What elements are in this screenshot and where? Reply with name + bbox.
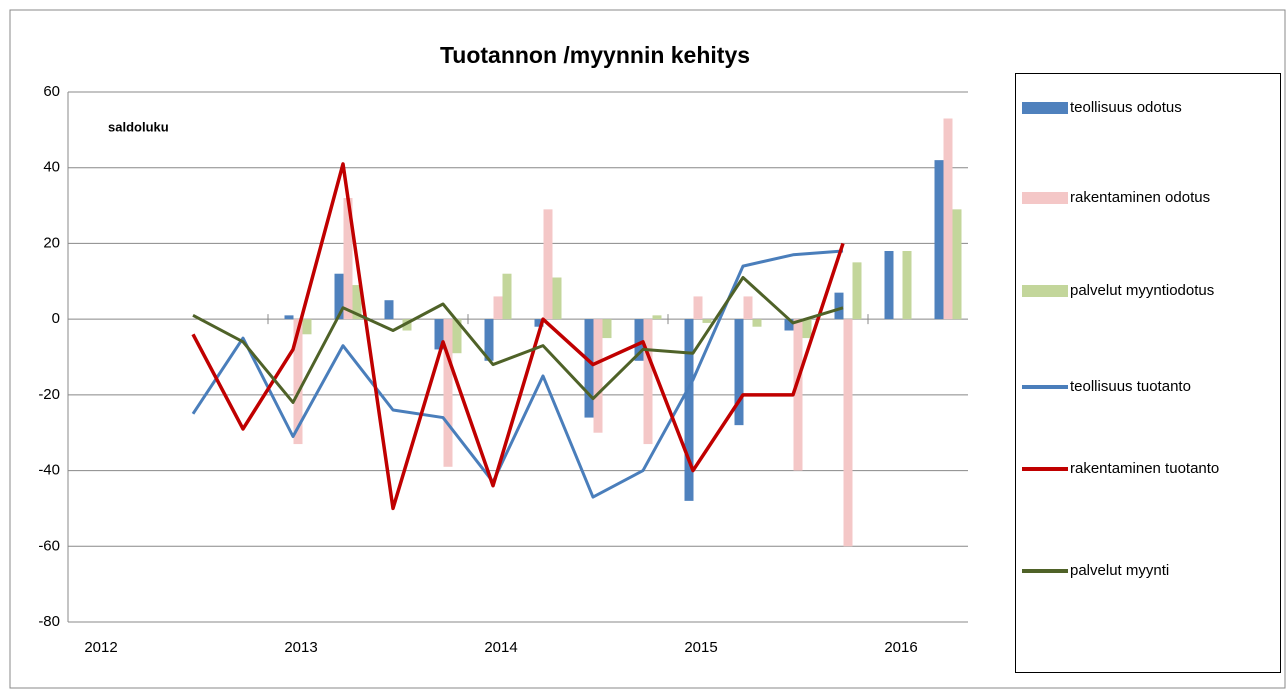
bar (584, 319, 594, 418)
bar (384, 300, 394, 320)
bar (593, 319, 603, 433)
legend-swatch (1022, 381, 1068, 393)
legend-entry: teollisuus odotus (1022, 98, 1275, 118)
bar (693, 296, 703, 320)
bar (943, 118, 953, 320)
chart-border (9, 9, 1286, 689)
y-tick-label: 0 (52, 310, 60, 327)
y-tick-label: -20 (38, 386, 60, 403)
bar (752, 319, 762, 327)
legend-entry: palvelut myyntiodotus (1022, 281, 1275, 301)
bar (284, 315, 294, 320)
bar (543, 209, 553, 320)
bar (702, 319, 712, 323)
bar (784, 319, 794, 331)
bar (643, 319, 653, 445)
legend-swatch (1022, 102, 1068, 114)
x-tick-label: 2014 (484, 639, 517, 656)
bar (534, 319, 544, 327)
bar (743, 296, 753, 320)
bar (343, 198, 353, 320)
legend-swatch (1022, 285, 1068, 297)
legend-entry: palvelut myynti (1022, 561, 1275, 581)
bar (902, 251, 912, 320)
y-tick-label: 60 (43, 83, 60, 100)
bar (352, 285, 362, 320)
bar (843, 319, 853, 547)
annotation: saldoluku (108, 119, 169, 134)
bar (602, 319, 612, 339)
line (192, 276, 844, 404)
bar (952, 209, 962, 320)
bar (934, 160, 944, 320)
line (191, 249, 844, 499)
legend-entry: rakentaminen odotus (1022, 188, 1275, 208)
legend-swatch (1022, 565, 1068, 577)
bar (402, 319, 412, 331)
bar (434, 319, 444, 350)
line (191, 162, 845, 511)
bar (734, 319, 744, 426)
legend-entry: teollisuus tuotanto (1022, 377, 1275, 397)
legend-swatch (1022, 192, 1068, 204)
y-tick-label: 20 (43, 234, 60, 251)
legend-label: rakentaminen tuotanto (1070, 460, 1220, 477)
legend-label: palvelut myynti (1070, 562, 1170, 579)
bar (334, 273, 344, 320)
legend-swatch (1022, 463, 1068, 475)
legend-label: palvelut myyntiodotus (1070, 282, 1215, 299)
bar (452, 319, 462, 354)
bar (634, 319, 644, 361)
bar (852, 262, 862, 320)
bar (443, 319, 453, 467)
bar (493, 296, 503, 320)
legend-label: rakentaminen odotus (1070, 189, 1211, 206)
legend: teollisuus odotus rakentaminen odotus palv… (1015, 73, 1281, 673)
bar (793, 319, 803, 471)
legend-label: teollisuus tuotanto (1070, 378, 1191, 395)
bar (302, 319, 312, 335)
y-tick-label: -40 (38, 462, 60, 479)
x-tick-label: 2015 (684, 639, 717, 656)
x-tick-label: 2013 (284, 639, 317, 656)
y-tick-label: -80 (38, 613, 60, 630)
bar (652, 315, 662, 320)
legend-label: teollisuus odotus (1070, 99, 1182, 116)
y-tick-label: -60 (38, 537, 60, 554)
chart-title: Tuotannon /myynnin kehitys (440, 42, 750, 68)
bar (484, 319, 494, 361)
bar (502, 273, 512, 320)
x-tick-label: 2016 (884, 639, 917, 656)
bar (552, 277, 562, 320)
bar (802, 319, 812, 339)
bar (884, 251, 894, 320)
y-tick-label: 40 (43, 159, 60, 176)
bar (293, 319, 303, 445)
legend-entry: rakentaminen tuotanto (1022, 459, 1220, 479)
bar (834, 292, 844, 320)
x-tick-label: 2012 (84, 639, 117, 656)
bar (684, 319, 694, 501)
